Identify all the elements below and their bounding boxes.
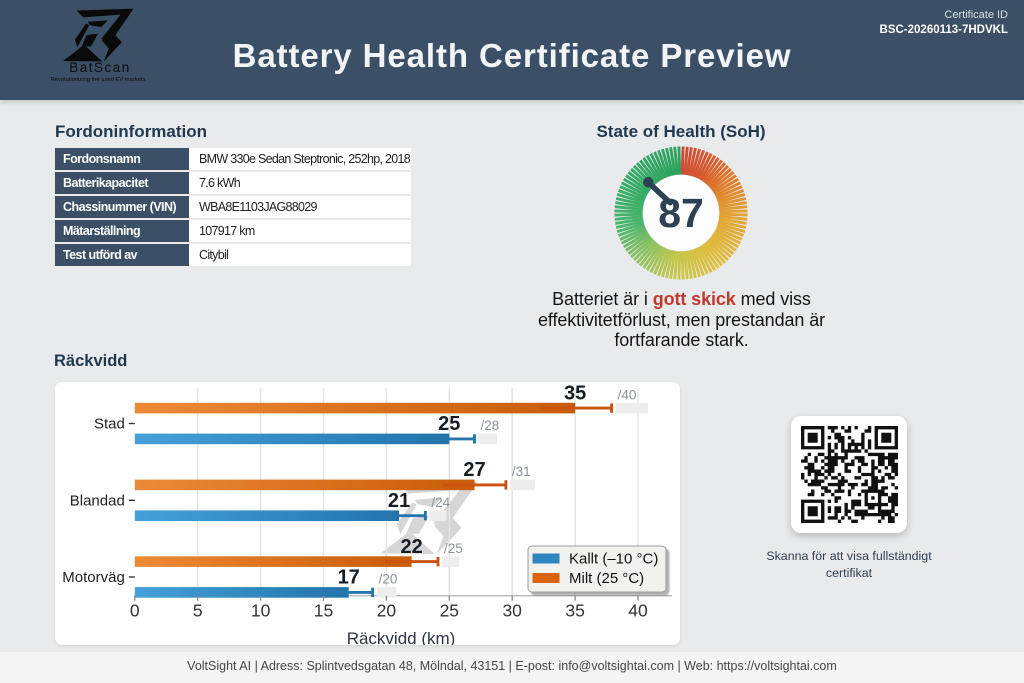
svg-text:/24: /24 bbox=[431, 495, 450, 510]
svg-text:0: 0 bbox=[130, 601, 140, 621]
svg-text:15: 15 bbox=[314, 601, 333, 621]
svg-text:/40: /40 bbox=[618, 387, 637, 402]
svg-text:25: 25 bbox=[440, 601, 459, 621]
svg-text:35: 35 bbox=[565, 601, 584, 621]
svg-text:Blandad: Blandad bbox=[70, 492, 125, 509]
svg-text:Stad: Stad bbox=[94, 416, 125, 433]
svg-text:17: 17 bbox=[338, 567, 360, 589]
svg-text:22: 22 bbox=[400, 536, 422, 558]
svg-text:25: 25 bbox=[438, 413, 460, 435]
svg-text:/31: /31 bbox=[512, 464, 531, 479]
svg-text:Räckvidd (km): Räckvidd (km) bbox=[347, 629, 456, 645]
svg-text:30: 30 bbox=[502, 601, 522, 621]
svg-text:40: 40 bbox=[628, 601, 648, 621]
svg-text:/20: /20 bbox=[379, 572, 398, 587]
svg-text:Motorväg: Motorväg bbox=[62, 569, 125, 586]
svg-text:10: 10 bbox=[251, 601, 271, 621]
svg-text:Milt (25 °C): Milt (25 °C) bbox=[569, 570, 644, 587]
svg-text:27: 27 bbox=[463, 459, 485, 481]
svg-text:Kallt (–10 °C): Kallt (–10 °C) bbox=[569, 551, 658, 568]
svg-text:35: 35 bbox=[564, 382, 586, 404]
svg-text:5: 5 bbox=[193, 601, 203, 621]
svg-text:87: 87 bbox=[658, 190, 704, 236]
svg-text:/28: /28 bbox=[481, 418, 500, 433]
svg-text:21: 21 bbox=[388, 490, 410, 512]
svg-text:/25: /25 bbox=[444, 541, 463, 556]
svg-text:20: 20 bbox=[377, 601, 397, 621]
